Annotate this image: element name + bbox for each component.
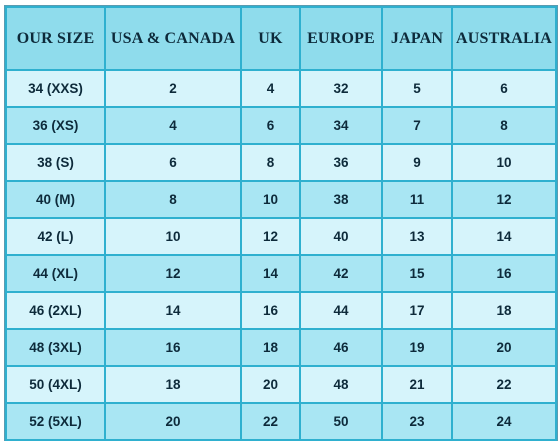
- table-row: 34 (XXS) 2 4 32 5 6: [5, 69, 557, 108]
- cell-japan: 23: [381, 402, 453, 441]
- cell-japan: 9: [381, 143, 453, 182]
- header-row: OUR SIZE USA & CANADA UK EUROPE JAPAN AU…: [5, 6, 557, 71]
- cell-europe: 38: [299, 180, 383, 219]
- cell-uk: 14: [240, 254, 301, 293]
- cell-australia: 14: [451, 217, 557, 256]
- cell-australia: 20: [451, 328, 557, 367]
- cell-japan: 13: [381, 217, 453, 256]
- cell-uk: 18: [240, 328, 301, 367]
- table-row: 40 (M) 8 10 38 11 12: [5, 180, 557, 219]
- cell-japan: 21: [381, 365, 453, 404]
- cell-europe: 48: [299, 365, 383, 404]
- cell-usa-canada: 8: [104, 180, 242, 219]
- header-australia: AUSTRALIA: [451, 6, 557, 71]
- cell-usa-canada: 4: [104, 106, 242, 145]
- cell-usa-canada: 10: [104, 217, 242, 256]
- cell-usa-canada: 12: [104, 254, 242, 293]
- size-conversion-table: OUR SIZE USA & CANADA UK EUROPE JAPAN AU…: [4, 5, 558, 441]
- cell-europe: 46: [299, 328, 383, 367]
- cell-europe: 44: [299, 291, 383, 330]
- cell-usa-canada: 2: [104, 69, 242, 108]
- cell-europe: 50: [299, 402, 383, 441]
- header-japan: JAPAN: [381, 6, 453, 71]
- cell-australia: 10: [451, 143, 557, 182]
- cell-uk: 20: [240, 365, 301, 404]
- cell-our-size: 38 (S): [5, 143, 106, 182]
- header-our-size: OUR SIZE: [5, 6, 106, 71]
- size-chart: OUR SIZE USA & CANADA UK EUROPE JAPAN AU…: [4, 5, 558, 441]
- cell-usa-canada: 16: [104, 328, 242, 367]
- cell-our-size: 46 (2XL): [5, 291, 106, 330]
- cell-our-size: 42 (L): [5, 217, 106, 256]
- cell-australia: 22: [451, 365, 557, 404]
- cell-japan: 19: [381, 328, 453, 367]
- cell-europe: 40: [299, 217, 383, 256]
- cell-europe: 36: [299, 143, 383, 182]
- cell-australia: 6: [451, 69, 557, 108]
- cell-japan: 11: [381, 180, 453, 219]
- cell-uk: 8: [240, 143, 301, 182]
- table-row: 46 (2XL) 14 16 44 17 18: [5, 291, 557, 330]
- cell-uk: 6: [240, 106, 301, 145]
- table-row: 52 (5XL) 20 22 50 23 24: [5, 402, 557, 441]
- cell-europe: 34: [299, 106, 383, 145]
- cell-our-size: 34 (XXS): [5, 69, 106, 108]
- cell-usa-canada: 20: [104, 402, 242, 441]
- cell-our-size: 40 (M): [5, 180, 106, 219]
- cell-uk: 10: [240, 180, 301, 219]
- table-row: 38 (S) 6 8 36 9 10: [5, 143, 557, 182]
- cell-our-size: 52 (5XL): [5, 402, 106, 441]
- cell-europe: 32: [299, 69, 383, 108]
- table-row: 44 (XL) 12 14 42 15 16: [5, 254, 557, 293]
- cell-uk: 16: [240, 291, 301, 330]
- cell-australia: 16: [451, 254, 557, 293]
- table-row: 36 (XS) 4 6 34 7 8: [5, 106, 557, 145]
- cell-australia: 12: [451, 180, 557, 219]
- cell-japan: 17: [381, 291, 453, 330]
- cell-our-size: 36 (XS): [5, 106, 106, 145]
- cell-our-size: 50 (4XL): [5, 365, 106, 404]
- cell-uk: 12: [240, 217, 301, 256]
- table-row: 42 (L) 10 12 40 13 14: [5, 217, 557, 256]
- header-europe: EUROPE: [299, 6, 383, 71]
- cell-usa-canada: 18: [104, 365, 242, 404]
- table-row: 48 (3XL) 16 18 46 19 20: [5, 328, 557, 367]
- cell-europe: 42: [299, 254, 383, 293]
- cell-usa-canada: 14: [104, 291, 242, 330]
- cell-japan: 5: [381, 69, 453, 108]
- cell-uk: 22: [240, 402, 301, 441]
- cell-uk: 4: [240, 69, 301, 108]
- cell-usa-canada: 6: [104, 143, 242, 182]
- cell-australia: 24: [451, 402, 557, 441]
- cell-our-size: 44 (XL): [5, 254, 106, 293]
- header-usa-canada: USA & CANADA: [104, 6, 242, 71]
- table-row: 50 (4XL) 18 20 48 21 22: [5, 365, 557, 404]
- cell-japan: 15: [381, 254, 453, 293]
- cell-our-size: 48 (3XL): [5, 328, 106, 367]
- cell-japan: 7: [381, 106, 453, 145]
- cell-australia: 8: [451, 106, 557, 145]
- table-body: 34 (XXS) 2 4 32 5 6 36 (XS) 4 6 34 7 8 38 (S) 6 8 36 9 10…: [5, 69, 557, 441]
- cell-australia: 18: [451, 291, 557, 330]
- header-uk: UK: [240, 6, 301, 71]
